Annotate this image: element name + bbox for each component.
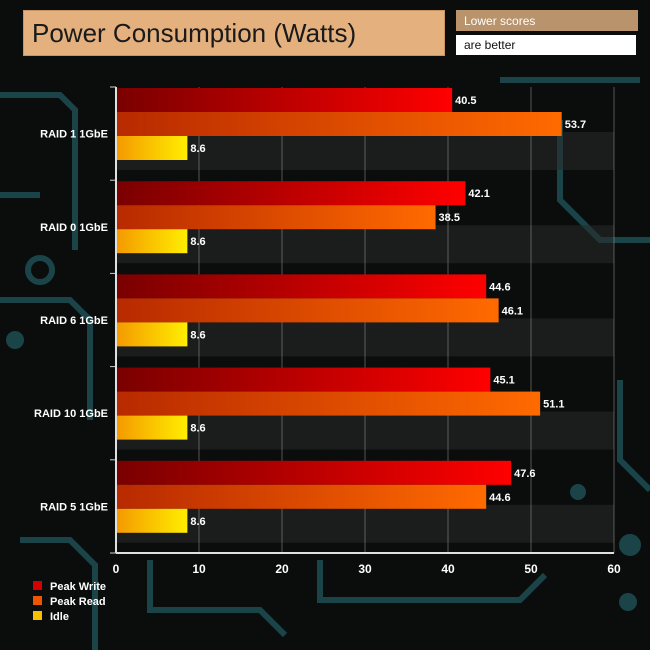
x-tick-label: 20 xyxy=(275,562,289,576)
bar-peak-write xyxy=(117,460,512,485)
labels-layer: 40.5 53.7 8.6 RAID 1 1GbE 42.1 38.5 8.6 RAID 0 … xyxy=(34,95,586,528)
data-label: 8.6 xyxy=(190,516,205,528)
data-label: 44.6 xyxy=(489,281,510,293)
bar-peak-read xyxy=(117,391,541,416)
chart-title: Power Consumption (Watts) xyxy=(23,10,445,56)
legend: Peak Write Peak Read Idle xyxy=(33,581,106,623)
data-label: 42.1 xyxy=(468,188,489,200)
x-tick-label: 40 xyxy=(441,562,455,576)
note-are-better: are better xyxy=(456,35,636,55)
data-label: 38.5 xyxy=(439,212,460,224)
bar-peak-write xyxy=(117,274,487,299)
bar-peak-read xyxy=(117,205,436,230)
x-tick-label: 60 xyxy=(607,562,621,576)
y-category-label: RAID 5 1GbE xyxy=(40,501,108,513)
note-are-better-text: are better xyxy=(464,38,516,52)
y-category-label: RAID 1 1GbE xyxy=(40,129,108,141)
x-tick-label: 50 xyxy=(524,562,538,576)
x-tick-label: 0 xyxy=(113,562,120,576)
plot-band xyxy=(116,318,614,357)
y-category-label: RAID 0 1GbE xyxy=(40,222,108,234)
data-label: 47.6 xyxy=(514,468,535,480)
legend-swatch xyxy=(33,581,42,590)
data-label: 8.6 xyxy=(190,143,205,155)
data-label: 45.1 xyxy=(493,375,514,387)
legend-swatch xyxy=(33,596,42,605)
bar-idle xyxy=(117,415,188,440)
data-label: 53.7 xyxy=(565,119,586,131)
legend-swatch xyxy=(33,611,42,620)
x-tick-label: 10 xyxy=(192,562,206,576)
bar-idle xyxy=(117,136,188,160)
note-lower-scores-text: Lower scores xyxy=(464,13,536,28)
legend-label: Peak Write xyxy=(50,581,106,593)
plot-band xyxy=(116,225,614,264)
note-lower-scores: Lower scores xyxy=(456,10,638,31)
bars-layer xyxy=(117,88,562,533)
bar-idle xyxy=(117,229,188,254)
bar-peak-write xyxy=(117,181,466,206)
bar-peak-read xyxy=(117,298,499,323)
data-label: 51.1 xyxy=(543,399,564,411)
y-category-label: RAID 6 1GbE xyxy=(40,315,108,327)
bar-peak-write xyxy=(117,88,453,112)
bar-idle xyxy=(117,508,188,533)
data-label: 44.6 xyxy=(489,492,510,504)
legend-label: Idle xyxy=(50,611,69,623)
bar-peak-read xyxy=(117,484,487,509)
plot-band xyxy=(116,411,614,450)
legend-label: Peak Read xyxy=(50,596,106,608)
background-decoration xyxy=(0,77,650,650)
plot-band xyxy=(116,132,614,170)
data-label: 46.1 xyxy=(502,305,523,317)
plot-band-layer xyxy=(116,132,614,543)
bar-peak-write xyxy=(117,367,491,392)
bar-peak-read xyxy=(117,112,562,136)
chart-title-text: Power Consumption (Watts) xyxy=(32,17,357,48)
data-label: 8.6 xyxy=(190,423,205,435)
axes-layer xyxy=(115,87,614,554)
data-label: 8.6 xyxy=(190,236,205,248)
data-label: 8.6 xyxy=(190,329,205,341)
y-category-label: RAID 10 1GbE xyxy=(34,408,108,420)
data-label: 40.5 xyxy=(455,95,476,107)
x-tick-label: 30 xyxy=(358,562,372,576)
plot-band xyxy=(116,504,614,543)
bar-idle xyxy=(117,322,188,347)
